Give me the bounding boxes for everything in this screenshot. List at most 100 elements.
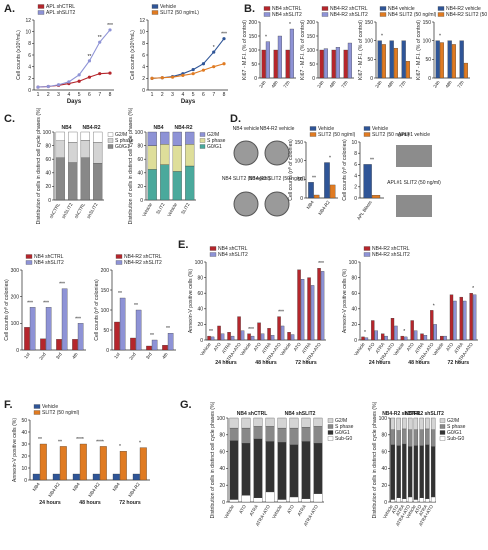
- y-tick-label: 80: [351, 275, 357, 281]
- bar: [39, 443, 47, 481]
- y-tick-label: 50: [425, 57, 431, 63]
- stacked-segment: [419, 429, 424, 446]
- stacked-segment: [253, 417, 263, 427]
- y-tick-label: 50: [103, 328, 109, 334]
- y-axis-label: Cell counts (nº of colonies): [4, 279, 10, 341]
- bar: [380, 333, 385, 341]
- bar: [300, 279, 305, 341]
- legend-label: NB4-R2 shCTRL: [124, 254, 162, 260]
- stacked-segment: [229, 499, 239, 503]
- stacked-segment: [68, 131, 78, 143]
- stacked-segment: [413, 429, 419, 446]
- stacked-segment: [407, 496, 413, 503]
- stacked-segment: [390, 429, 396, 446]
- bar: [267, 328, 271, 341]
- stacked-segment: [265, 417, 275, 427]
- bar: [435, 40, 440, 79]
- x-tick-label: APL Blasts: [356, 199, 373, 221]
- data-point: [108, 71, 112, 75]
- legend-swatch: [263, 12, 271, 17]
- legend-label: NB4 shCTRL: [272, 6, 302, 12]
- panel-letter-b: B.: [244, 3, 255, 15]
- y-tick-label: 10: [21, 466, 27, 472]
- bar: [459, 40, 464, 79]
- significance-mark: **: [38, 437, 42, 443]
- bar: [307, 277, 311, 341]
- legend-label: S phase: [447, 424, 466, 430]
- legend-swatch: [263, 6, 271, 11]
- colony-label: NB4-R2 vehicle: [260, 126, 295, 132]
- y-tick-label: 200: [249, 20, 258, 26]
- bar: [72, 473, 80, 481]
- bar: [29, 307, 36, 351]
- bar: [405, 61, 410, 79]
- group-label: 24 hours: [215, 360, 237, 366]
- y-tick-label: 150: [295, 140, 304, 146]
- bar: [423, 335, 428, 341]
- y-axis-label: Cell counts (nº of colonies): [288, 139, 294, 201]
- stacked-segment: [80, 140, 90, 158]
- bar: [250, 335, 255, 341]
- stacked-segment: [419, 497, 424, 503]
- y-tick-label: 50: [367, 57, 373, 63]
- bar: [52, 473, 60, 481]
- bar: [377, 40, 382, 79]
- stacked-segment: [147, 131, 157, 146]
- legend-label: SLIT2 (50 ng/ml): [318, 132, 356, 138]
- stacked-segment: [185, 165, 195, 201]
- legend-swatch: [327, 430, 334, 435]
- legend-label: G2/M: [335, 418, 347, 424]
- legend-swatch: [309, 132, 317, 137]
- bar: [277, 316, 281, 341]
- x-tick-label: 5: [78, 92, 81, 98]
- legend-swatch: [363, 246, 371, 251]
- legend-label: NB4-R2 shSLIT2: [330, 12, 368, 18]
- stacked-segment: [253, 426, 263, 440]
- x-tick-label: ATO: [445, 341, 455, 352]
- stacked-segment: [402, 498, 407, 503]
- y-tick-label: 60: [45, 157, 51, 163]
- legend-label: NB4-R2 shCTRL: [330, 6, 368, 12]
- stacked-segment: [430, 417, 436, 430]
- data-point: [108, 28, 112, 32]
- stacked-segment: [265, 491, 275, 503]
- bar: [389, 40, 394, 79]
- data-point: [191, 67, 195, 72]
- bar: [329, 184, 336, 199]
- y-axis-label: Distribution of cells in distinct cell c…: [372, 401, 378, 518]
- data-point: [56, 83, 61, 87]
- legend-swatch: [199, 144, 206, 149]
- x-tick-label: NB4: [112, 481, 121, 492]
- y-tick-label: 0: [28, 88, 31, 94]
- stacked-segment: [80, 157, 90, 201]
- stacked-segment: [301, 417, 311, 428]
- stacked-segment: [277, 427, 287, 443]
- data-point: [170, 75, 175, 79]
- x-tick-label: 7: [98, 92, 101, 98]
- bar: [459, 296, 463, 341]
- x-tick-label: SLIT2: [155, 202, 166, 215]
- x-tick-label: ATO: [414, 504, 423, 515]
- stacked-segment: [425, 417, 430, 430]
- bar: [287, 332, 291, 341]
- bar: [319, 49, 324, 79]
- legend-label: NB4 shSLIT2: [34, 260, 64, 266]
- bar: [217, 325, 221, 341]
- y-tick-label: 150: [101, 288, 110, 294]
- bar: [114, 321, 120, 351]
- stacked-segment: [185, 144, 195, 167]
- legend-swatch: [151, 4, 159, 9]
- bar: [167, 333, 174, 351]
- legend-label: G2/M: [115, 132, 127, 138]
- data-point: [98, 40, 102, 44]
- legend-swatch: [437, 6, 445, 11]
- bar: [289, 28, 294, 79]
- legend-swatch: [363, 132, 371, 137]
- group-label: NB4: [61, 125, 71, 131]
- legend-swatch: [327, 418, 334, 423]
- legend-label: G2/M: [447, 418, 459, 424]
- panel-letter-a: A.: [4, 3, 15, 15]
